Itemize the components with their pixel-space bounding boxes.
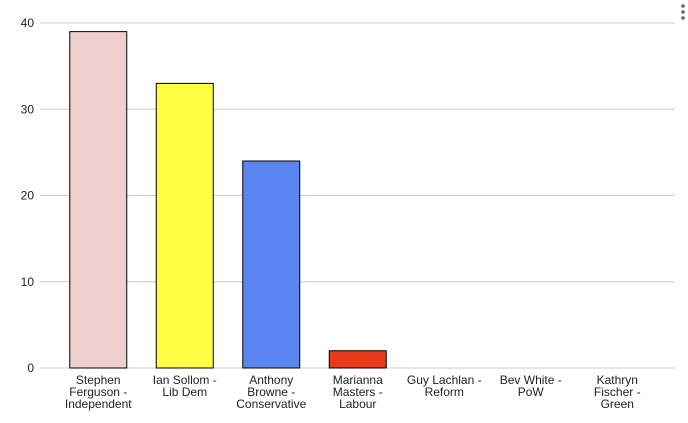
x-tick-label: Bev White -PoW <box>500 373 562 399</box>
bar <box>69 31 128 369</box>
menu-icon[interactable] <box>681 4 685 20</box>
x-tick-label: Marianna Masters -Labour <box>333 373 383 411</box>
bar <box>242 160 301 369</box>
y-tick-label: 20 <box>21 189 35 203</box>
y-tick-label: 10 <box>21 275 35 289</box>
x-tick-label: Guy Lachlan -Reform <box>407 373 482 399</box>
bar <box>155 82 214 369</box>
x-tick-label: Kathryn Fischer -Green <box>594 373 641 411</box>
bar <box>328 350 387 369</box>
x-tick-label: Ian Sollom -Lib Dem <box>153 373 217 399</box>
y-tick-label: 30 <box>21 102 35 116</box>
y-tick-label: 40 <box>21 16 35 30</box>
x-tick-label: Anthony Browne -Conservative <box>236 373 306 411</box>
y-tick-label: 0 <box>27 361 34 375</box>
x-tick-label: Stephen Ferguson -Independent <box>65 373 132 411</box>
